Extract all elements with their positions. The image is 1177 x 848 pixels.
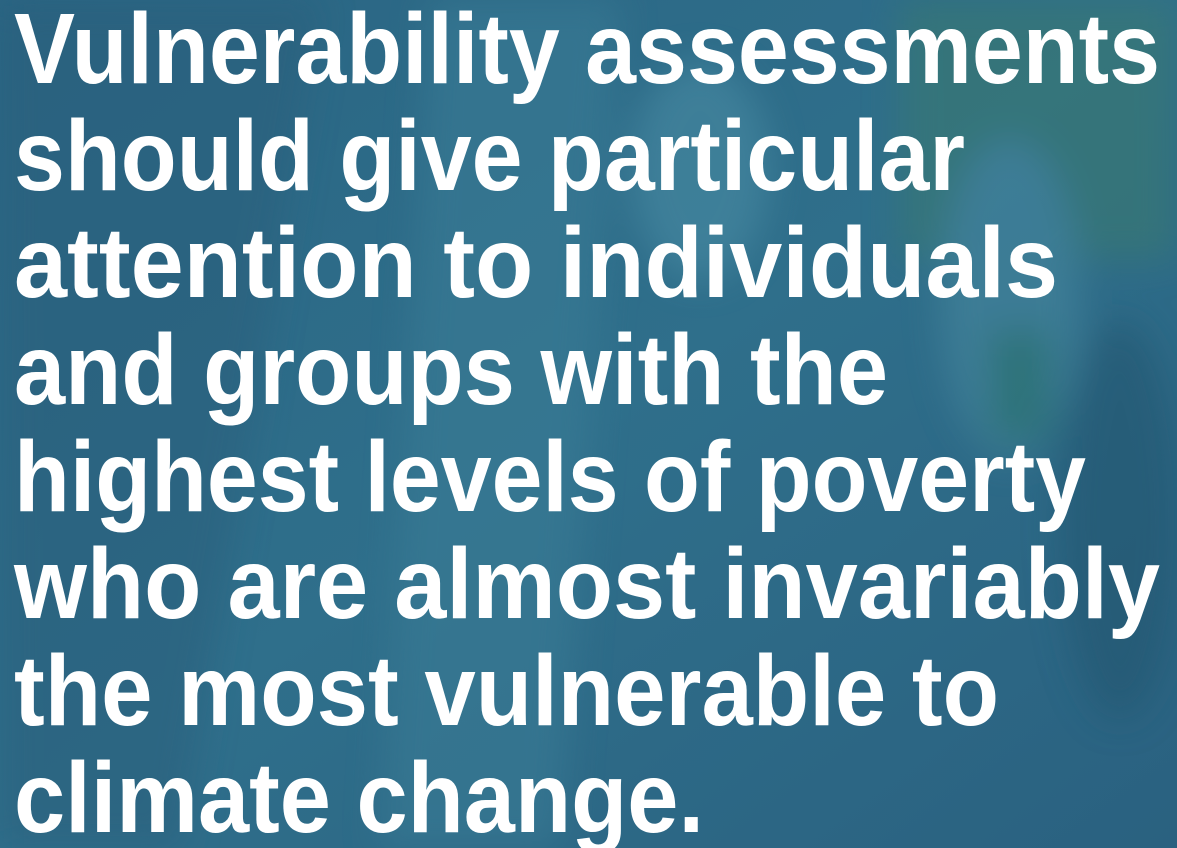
quote-line: who are almost invariably [13,528,1160,640]
quote-line: and groups with the [14,314,888,426]
page: Vulnerability assessmentsshould give par… [0,0,1177,848]
quote-line: highest levels of poverty [14,421,1086,533]
quote-line: the most vulnerable to [14,635,999,747]
quote-line: attention to individuals [14,207,1058,319]
quote-line: Vulnerability assessments [14,0,1160,105]
quote-line: should give particular [14,100,965,212]
quote-card: Vulnerability assessmentsshould give par… [0,0,1177,848]
quote-line: climate change. [14,742,704,848]
